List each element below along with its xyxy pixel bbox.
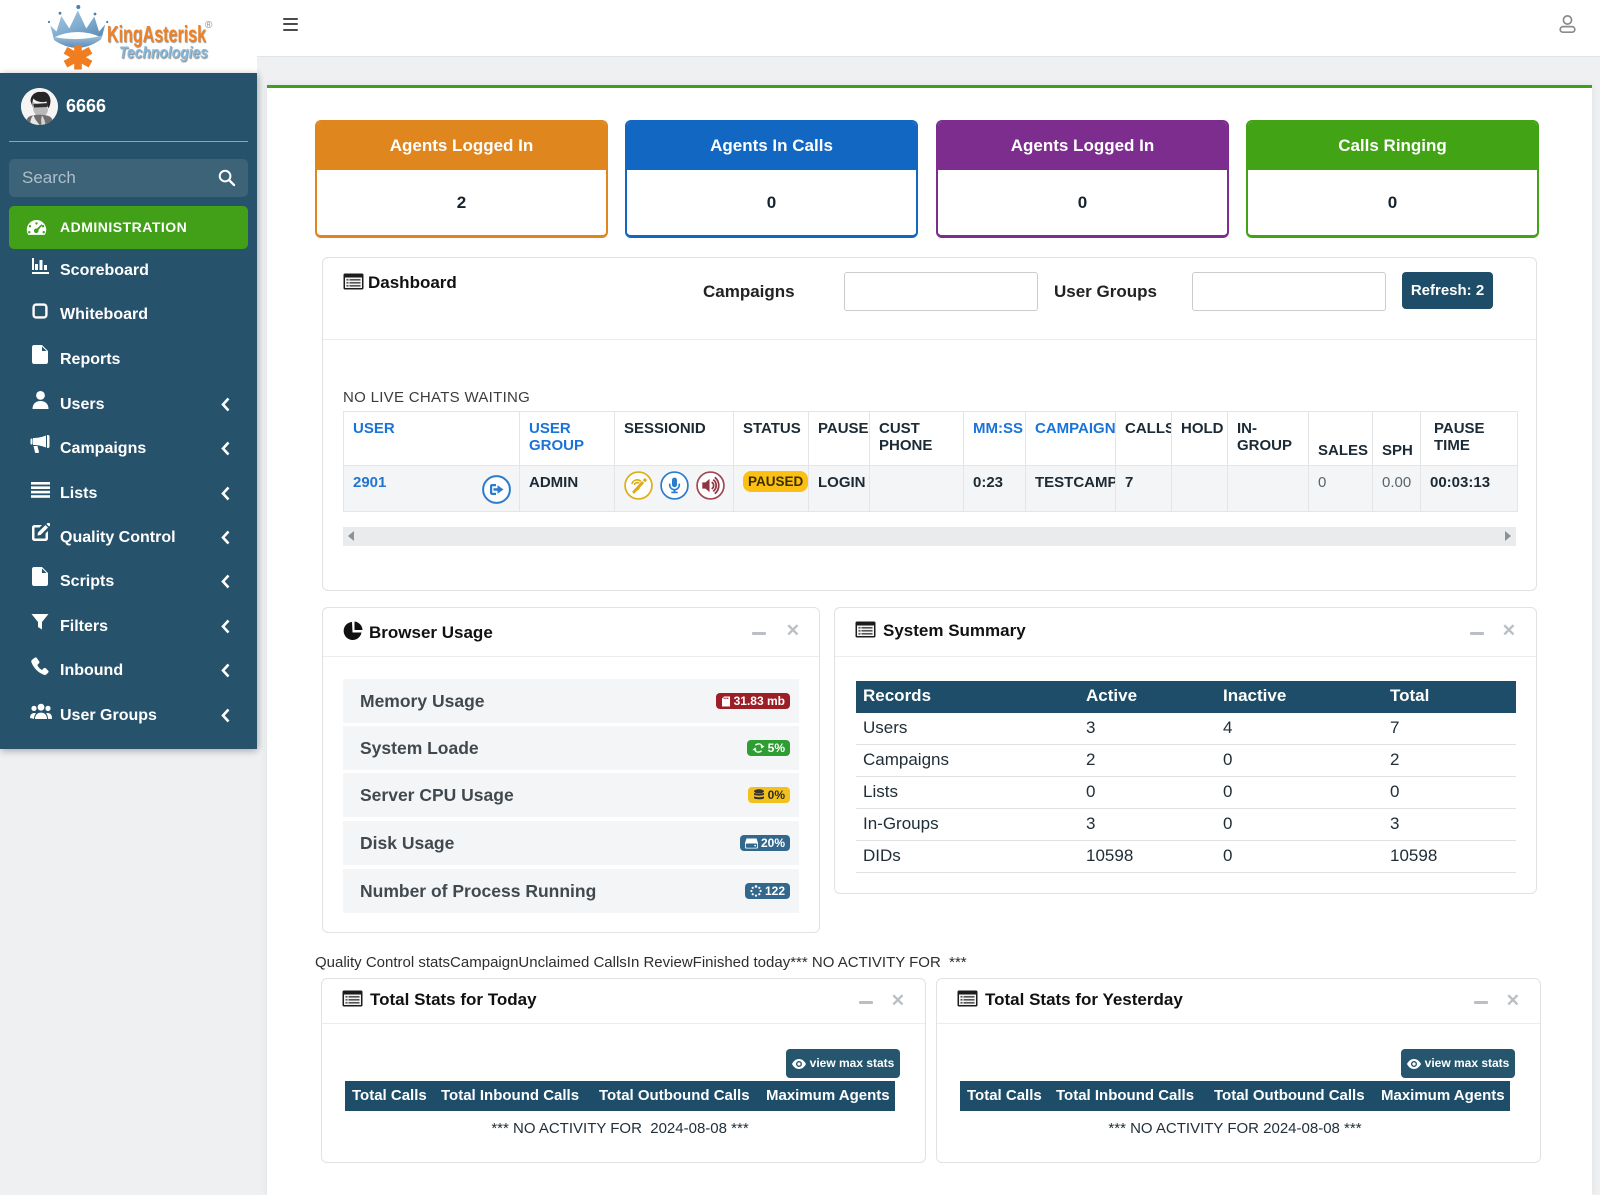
svg-text:®: ® bbox=[205, 20, 213, 31]
svg-text:KingAsterisk: KingAsterisk bbox=[107, 21, 206, 47]
svg-text:Technologies: Technologies bbox=[119, 43, 208, 62]
